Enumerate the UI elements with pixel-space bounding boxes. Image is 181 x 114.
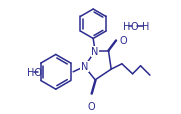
Text: N: N xyxy=(81,62,88,72)
Text: O: O xyxy=(131,22,138,32)
Text: H: H xyxy=(123,22,130,32)
Text: H: H xyxy=(142,22,149,32)
Text: N: N xyxy=(91,47,99,57)
Text: O: O xyxy=(120,36,127,46)
Text: HO: HO xyxy=(27,67,42,77)
Text: O: O xyxy=(87,101,95,111)
